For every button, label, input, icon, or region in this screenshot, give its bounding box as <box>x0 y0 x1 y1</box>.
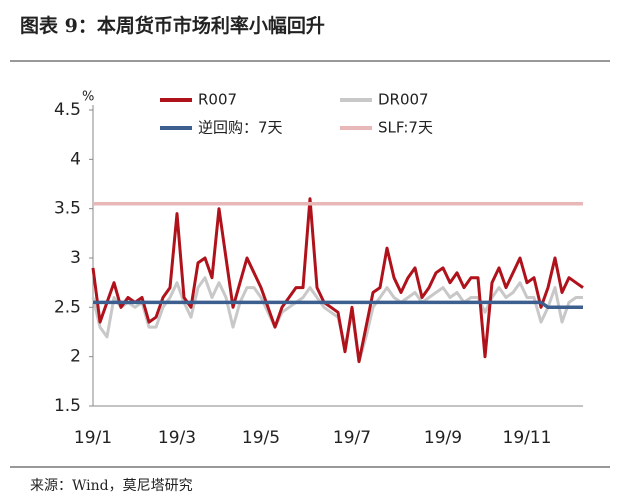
series-line <box>93 300 583 310</box>
series-line <box>91 197 584 364</box>
y-tick-label: 1.5 <box>54 396 81 416</box>
x-tick-label: 19/11 <box>503 428 552 448</box>
y-tick-label: 4 <box>70 149 81 169</box>
x-tick-label: 19/1 <box>74 428 112 448</box>
legend-label: DR007 <box>378 91 429 109</box>
chart-title: 图表 9：本周货币市场利率小幅回升 <box>20 14 325 37</box>
source: 来源：Wind，莫尼塔研究 <box>30 478 193 494</box>
legend-label: SLF:7天 <box>378 119 433 137</box>
y-unit: % <box>82 90 94 105</box>
y-tick-label: 3.5 <box>54 199 81 219</box>
x-tick-label: 19/9 <box>424 428 462 448</box>
x-tick-label: 19/3 <box>158 428 196 448</box>
y-tick-label: 3 <box>70 248 81 268</box>
legend-label: 逆回购：7天 <box>198 119 283 137</box>
y-tick-label: 4.5 <box>54 100 81 120</box>
x-tick-label: 19/7 <box>333 428 371 448</box>
x-tick-label: 19/5 <box>242 428 280 448</box>
legend-label: R007 <box>198 91 237 109</box>
y-tick-label: 2.5 <box>54 297 81 317</box>
y-tick-label: 2 <box>70 347 81 367</box>
